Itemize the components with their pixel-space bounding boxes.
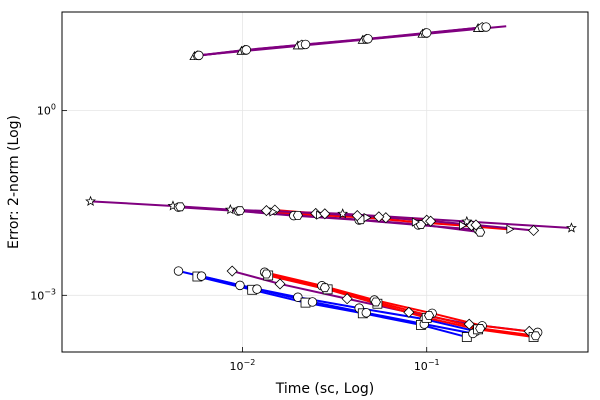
- marker-diamond: [226, 265, 238, 277]
- marker-hexagon: [370, 297, 381, 307]
- marker-diamond: [351, 210, 363, 222]
- y-tick-label: 10−3: [30, 287, 56, 302]
- plot-frame: [61, 11, 589, 353]
- marker-circle: [241, 45, 252, 55]
- marker-hexagon: [175, 202, 186, 212]
- marker-diamond: [463, 318, 475, 330]
- marker-circle: [307, 297, 318, 307]
- marker-circle: [300, 39, 311, 50]
- marker-circle: [361, 308, 371, 318]
- marker-circle: [422, 28, 432, 38]
- marker-hexagon: [292, 210, 303, 220]
- marker-hexagon: [424, 311, 435, 320]
- marker-diamond: [341, 293, 353, 305]
- y-axis-label: Error: 2-norm (Log): [6, 115, 22, 249]
- grid-lines: [62, 12, 588, 352]
- marker-circle: [194, 50, 204, 61]
- marker-hexagon: [530, 331, 541, 341]
- marker-circle: [235, 280, 245, 291]
- x-axis-label: Time (sc, Log): [275, 381, 375, 397]
- marker-diamond: [470, 219, 482, 231]
- marker-star: [224, 203, 236, 215]
- axis-ticks: 10−2 10−1 10−3 100: [30, 103, 439, 373]
- marker-right-triangle: [459, 220, 468, 231]
- series-line-15: [264, 271, 538, 334]
- y-tick-label: 100: [37, 103, 56, 118]
- marker-star: [85, 195, 96, 206]
- x-tick-label: 10−1: [414, 358, 440, 373]
- marker-right-triangle: [363, 212, 372, 223]
- marker-circle: [252, 284, 262, 294]
- marker-diamond: [425, 215, 437, 227]
- marker-right-triangle: [411, 217, 421, 227]
- marker-circle: [481, 22, 491, 32]
- marker-hexagon: [475, 324, 486, 333]
- marker-circle: [293, 292, 303, 302]
- marker-circle: [196, 271, 207, 281]
- marker-right-triangle: [506, 224, 515, 235]
- marker-diamond: [528, 224, 540, 237]
- marker-diamond: [403, 306, 415, 318]
- marker-star: [461, 215, 473, 227]
- marker-diamond: [274, 278, 286, 290]
- marker-circle: [363, 34, 373, 44]
- series-line-4: [201, 25, 507, 57]
- marker-diamond: [373, 211, 385, 223]
- marker-hexagon: [234, 206, 246, 216]
- marker-diamond: [260, 205, 272, 217]
- marker-diamond: [319, 208, 331, 220]
- x-tick-label: 10−2: [230, 358, 256, 373]
- marker-star: [337, 208, 349, 219]
- marker-hexagon: [319, 283, 330, 293]
- marker-hexagon: [261, 269, 272, 279]
- marker-circle: [173, 266, 184, 276]
- series-markers: [85, 22, 577, 342]
- marker-star: [566, 222, 577, 233]
- marker-hexagon: [475, 227, 486, 237]
- series-line-17: [266, 273, 536, 337]
